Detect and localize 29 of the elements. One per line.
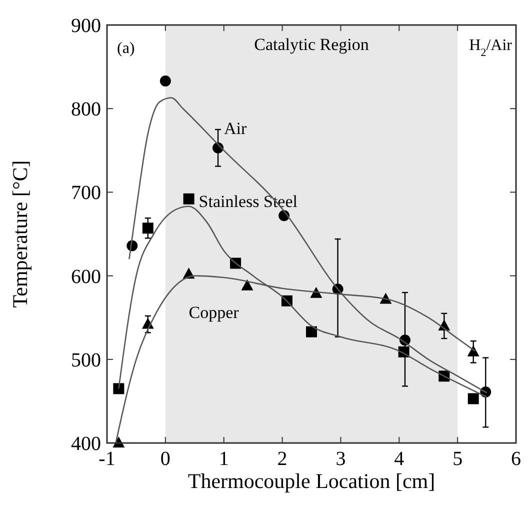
y-tick-label: 900	[71, 15, 101, 37]
y-tick-label: 800	[71, 98, 101, 121]
point	[306, 326, 317, 338]
x-tick-label: -1	[98, 448, 116, 470]
x-tick-label: 0	[160, 448, 170, 470]
point	[241, 279, 254, 290]
point	[160, 76, 171, 87]
annotation: H$_{2}$/Air	[469, 37, 513, 59]
series-label: Air	[224, 118, 248, 138]
x-tick-label: 1	[218, 448, 229, 470]
point	[467, 345, 480, 356]
annotation: (a)	[117, 40, 135, 57]
x-tick-label: 4	[394, 448, 404, 470]
y-tick-label: 700	[71, 182, 101, 204]
x-tick-label: 6	[511, 448, 521, 470]
x-tick-label: 2	[277, 448, 288, 470]
y-tick-label: 400	[71, 433, 101, 455]
point	[113, 383, 124, 394]
series-label: Copper	[188, 303, 240, 322]
point	[468, 393, 479, 404]
y-tick-label: 600	[71, 266, 101, 288]
y-axis-title: Temperature [°C]	[8, 160, 32, 308]
band-label: Catalytic Region	[254, 35, 370, 54]
x-axis-title: Thermocouple Location [cm]	[188, 469, 436, 493]
x-tick-label: 5	[452, 448, 463, 470]
x-tick-label: 3	[336, 448, 346, 470]
point	[142, 222, 154, 234]
y-tick-label: 500	[71, 349, 101, 372]
point	[183, 193, 194, 204]
